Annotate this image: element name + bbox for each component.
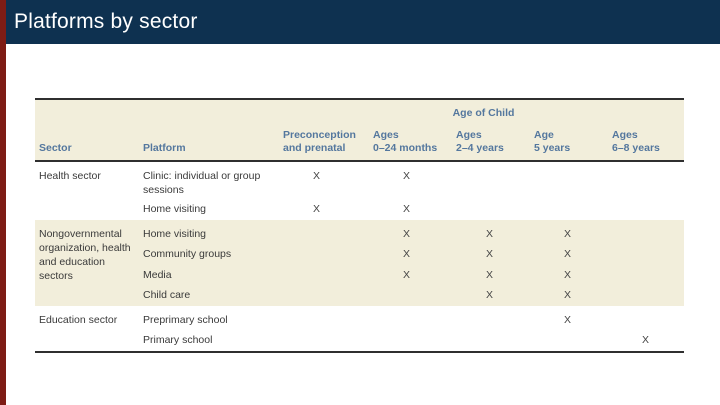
col-header-line2: 2–4 years: [456, 142, 504, 154]
col-header-line1: Age: [534, 129, 554, 141]
col-header-5-years: Age 5 years: [534, 129, 612, 155]
col-header-line2: 6–8 years: [612, 142, 660, 154]
age-mark-empty: [612, 263, 684, 284]
col-header-6-8-years: Ages 6–8 years: [612, 129, 684, 155]
age-mark-empty: [612, 242, 684, 263]
age-mark: X: [564, 289, 572, 301]
age-mark-empty: [612, 222, 684, 243]
col-header-preconception: Preconception and prenatal: [283, 129, 373, 155]
platform-label: Child care: [143, 289, 191, 301]
sector-label: Education sector: [39, 313, 118, 326]
age-mark: X: [403, 227, 411, 240]
age-mark: X: [313, 203, 321, 215]
col-header-line2: 0–24 months: [373, 142, 438, 154]
age-mark: X: [564, 227, 572, 240]
age-mark: X: [486, 227, 494, 240]
age-mark-empty: [373, 308, 456, 329]
age-mark-empty: [612, 164, 684, 197]
age-mark: X: [642, 334, 650, 346]
col-header-line2: and prenatal: [283, 142, 346, 154]
age-mark-empty: [456, 164, 534, 197]
age-mark: X: [403, 203, 411, 215]
col-header-line1: Ages: [456, 129, 482, 141]
platforms-table: Age of Child Sector Platform Preconcepti…: [35, 98, 684, 353]
platform-label: Preprimary school: [143, 313, 228, 326]
platform-label: Media: [143, 268, 172, 281]
age-mark-empty: [612, 308, 684, 329]
age-mark: X: [313, 170, 321, 182]
col-header-line2: 5 years: [534, 142, 571, 154]
col-header-line1: Preconception: [283, 129, 356, 141]
age-mark-empty: [612, 283, 684, 304]
age-mark: X: [564, 248, 572, 260]
age-mark: X: [486, 248, 494, 260]
sector-block: Health sector Clinic: individual or group…: [35, 162, 684, 220]
platform-label: Clinic: individual or group sessions: [143, 170, 261, 196]
age-mark-empty: [456, 328, 534, 349]
col-header-platform: Platform: [143, 142, 186, 154]
platform-label: Community groups: [143, 248, 232, 260]
age-mark-empty: [283, 328, 373, 349]
age-mark: X: [403, 170, 411, 182]
age-mark-empty: [283, 308, 373, 329]
age-mark-empty: [283, 263, 373, 284]
column-header-row: Sector Platform Preconception and prenat…: [35, 129, 684, 155]
sector-label: Health sector: [39, 170, 101, 182]
age-mark-empty: [283, 283, 373, 304]
age-mark: X: [403, 248, 411, 260]
age-mark-empty: [283, 242, 373, 263]
age-mark-empty: [456, 197, 534, 218]
age-mark: X: [564, 313, 572, 326]
age-of-child-spanner: Age of Child: [452, 107, 515, 119]
table-header: Age of Child Sector Platform Preconcepti…: [35, 98, 684, 162]
age-mark: X: [403, 268, 411, 281]
sector-block: Education sector Preprimary school X Primar…: [35, 306, 684, 351]
sector-block: Nongovernmental organization, health and…: [35, 219, 684, 306]
platform-label: Primary school: [143, 334, 213, 346]
slide-title-bar: Platforms by sector: [6, 0, 720, 44]
age-mark-empty: [283, 222, 373, 243]
col-header-2-4-years: Ages 2–4 years: [456, 129, 534, 155]
table-bottom-rule: [35, 350, 684, 353]
age-mark: X: [486, 289, 494, 301]
age-mark: X: [486, 268, 494, 281]
age-mark-empty: [456, 308, 534, 329]
table-body: Health sector Clinic: individual or group…: [35, 162, 684, 351]
platform-label: Home visiting: [143, 203, 207, 215]
age-mark: X: [564, 268, 572, 281]
age-mark-empty: [534, 197, 612, 218]
age-mark-empty: [534, 164, 612, 197]
platform-label: Home visiting: [143, 227, 207, 240]
age-mark-empty: [373, 328, 456, 349]
col-header-sector: Sector: [39, 142, 72, 154]
page-title: Platforms by sector: [14, 10, 198, 33]
col-header-line1: Ages: [373, 129, 399, 141]
sector-label: Nongovernmental organization, health and…: [39, 227, 131, 282]
col-header-0-24-months: Ages 0–24 months: [373, 129, 456, 155]
age-mark-empty: [373, 283, 456, 304]
col-header-line1: Ages: [612, 129, 638, 141]
age-mark-empty: [534, 328, 612, 349]
age-mark-empty: [612, 197, 684, 218]
left-accent-strip: [0, 0, 6, 405]
